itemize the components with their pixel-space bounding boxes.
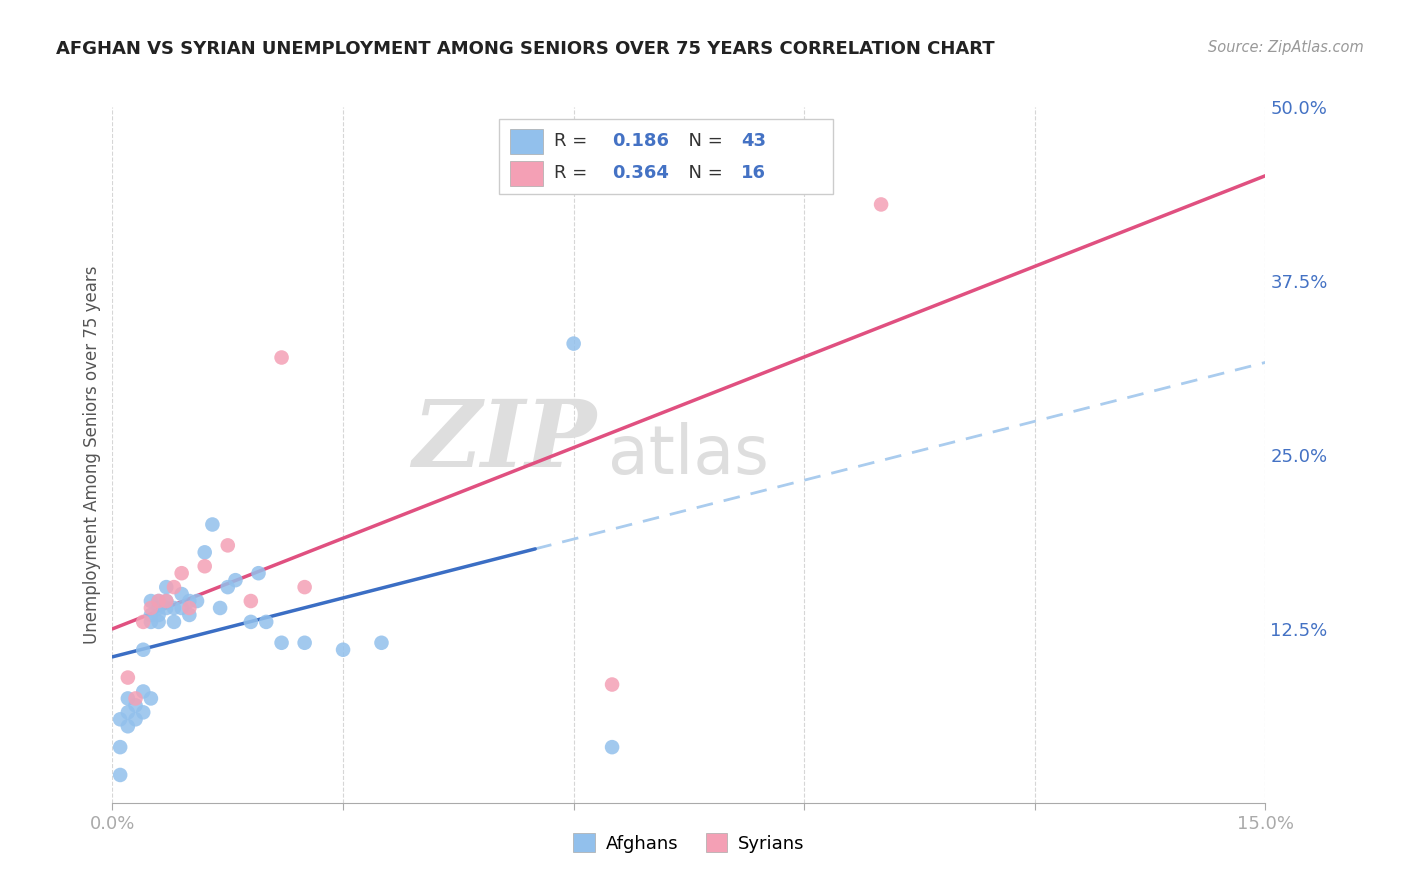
Point [254, 615, 277, 629]
Point [201, 517, 224, 532]
Point [170, 566, 193, 581]
Point [108, 768, 131, 782]
Text: 0.364: 0.364 [612, 164, 669, 183]
Point [270, 351, 292, 365]
Text: N =: N = [678, 133, 728, 151]
FancyBboxPatch shape [499, 119, 832, 194]
Point [124, 712, 146, 726]
Point [294, 580, 316, 594]
Text: 16: 16 [741, 164, 766, 183]
Point [132, 642, 155, 657]
Point [217, 538, 239, 552]
Point [870, 197, 893, 211]
Text: 43: 43 [741, 133, 766, 151]
Point [170, 587, 193, 601]
Text: AFGHAN VS SYRIAN UNEMPLOYMENT AMONG SENIORS OVER 75 YEARS CORRELATION CHART: AFGHAN VS SYRIAN UNEMPLOYMENT AMONG SENI… [56, 40, 995, 58]
Point [170, 601, 193, 615]
Point [117, 706, 139, 720]
FancyBboxPatch shape [510, 129, 543, 153]
Legend: Afghans, Syrians: Afghans, Syrians [567, 826, 811, 860]
Point [117, 671, 139, 685]
Point [247, 566, 270, 581]
Point [332, 642, 354, 657]
Point [194, 559, 217, 574]
Point [148, 601, 170, 615]
Point [132, 615, 155, 629]
Text: N =: N = [678, 164, 728, 183]
Point [108, 712, 131, 726]
Point [239, 615, 262, 629]
Point [124, 691, 146, 706]
Point [186, 594, 208, 608]
Point [209, 601, 232, 615]
Text: ZIP: ZIP [412, 396, 596, 486]
Point [294, 636, 316, 650]
Point [600, 677, 623, 691]
Point [132, 706, 155, 720]
Point [155, 594, 177, 608]
Point [217, 580, 239, 594]
Text: R =: R = [554, 133, 593, 151]
Point [239, 594, 262, 608]
Point [132, 684, 155, 698]
Point [117, 691, 139, 706]
Point [139, 594, 162, 608]
Point [117, 719, 139, 733]
Point [163, 601, 186, 615]
Y-axis label: Unemployment Among Seniors over 75 years: Unemployment Among Seniors over 75 years [83, 266, 101, 644]
Point [270, 636, 292, 650]
Text: atlas: atlas [609, 422, 769, 488]
Point [155, 601, 177, 615]
Point [194, 545, 217, 559]
Point [179, 594, 201, 608]
Point [370, 636, 392, 650]
Point [179, 607, 201, 622]
Point [224, 573, 246, 587]
Point [148, 594, 170, 608]
Text: Source: ZipAtlas.com: Source: ZipAtlas.com [1208, 40, 1364, 55]
Point [600, 740, 623, 755]
Point [163, 580, 186, 594]
Point [139, 615, 162, 629]
Point [163, 615, 186, 629]
Point [148, 607, 170, 622]
Point [155, 594, 177, 608]
Point [108, 740, 131, 755]
Point [139, 607, 162, 622]
Point [155, 580, 177, 594]
FancyBboxPatch shape [510, 161, 543, 186]
Point [139, 601, 162, 615]
Text: 0.186: 0.186 [612, 133, 669, 151]
Point [179, 601, 201, 615]
Text: R =: R = [554, 164, 593, 183]
Point [148, 615, 170, 629]
Point [562, 336, 585, 351]
Point [148, 594, 170, 608]
Point [124, 698, 146, 713]
Point [139, 691, 162, 706]
